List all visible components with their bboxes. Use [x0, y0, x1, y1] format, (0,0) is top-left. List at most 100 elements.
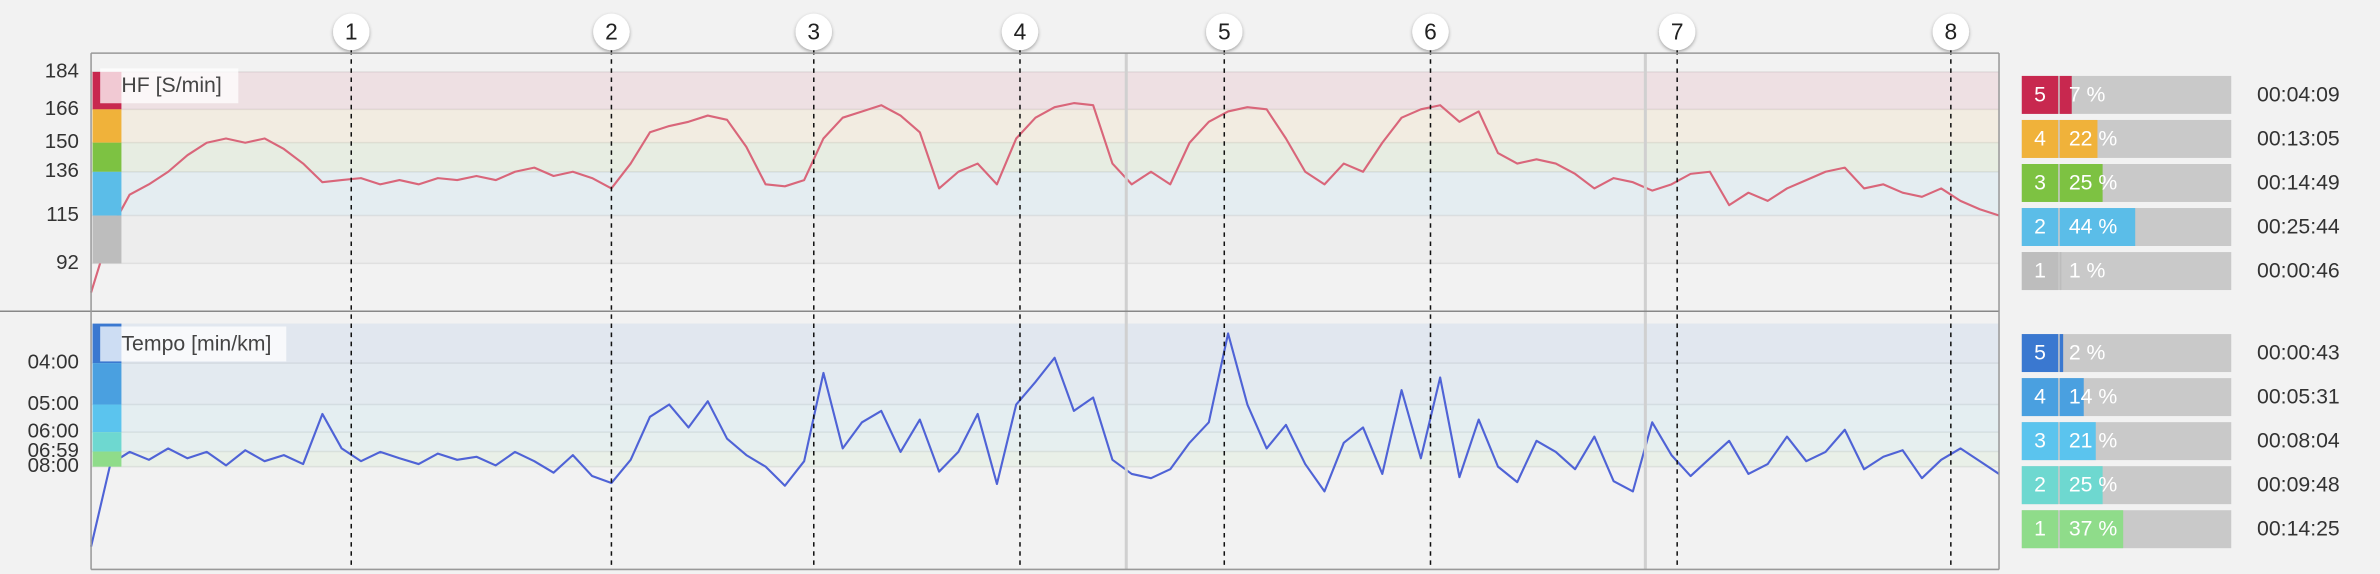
- lap-marker: [795, 13, 832, 51]
- lap-marker: [1001, 13, 1039, 51]
- lap-label: 6: [1424, 18, 1437, 44]
- zone-time: 00:00:43: [2257, 340, 2340, 364]
- zone-swatch: [92, 404, 122, 433]
- zone-number: 2: [2034, 473, 2046, 497]
- zone-number-box: [2021, 164, 2059, 202]
- zone-number-box: [2021, 208, 2059, 246]
- lap-marker: [1932, 13, 1970, 51]
- zone-band: [91, 109, 2000, 143]
- lap-marker: [333, 13, 370, 51]
- y-tick-label: 184: [45, 59, 79, 82]
- zone-swatch: [92, 363, 122, 405]
- zone-number: 5: [2034, 340, 2046, 364]
- zone-bar: [2059, 510, 2124, 549]
- zone-number: 2: [2034, 214, 2046, 238]
- zone-number: 1: [2034, 517, 2046, 541]
- zone-swatch: [92, 215, 122, 264]
- y-tick-label: 115: [46, 203, 79, 226]
- zone-bar: [2059, 252, 2062, 291]
- zone-number-box: [2021, 422, 2059, 461]
- zone-bar: [2059, 422, 2096, 461]
- y-tick-label: 166: [45, 97, 79, 120]
- zone-percent: 14 %: [2069, 384, 2118, 408]
- zone-swatch: [92, 171, 122, 216]
- zone-swatch: [92, 451, 122, 467]
- zone-bar: [2059, 119, 2098, 158]
- zone-percent: 2 %: [2069, 340, 2106, 364]
- zone-number-box: [2021, 510, 2059, 549]
- zone-number-box: [2021, 466, 2059, 505]
- zone-time: 00:08:04: [2257, 428, 2340, 452]
- series-label: HF [S/min]: [121, 73, 221, 97]
- zone-time: 00:14:25: [2257, 517, 2340, 541]
- zone-percent: 44 %: [2069, 214, 2118, 238]
- zone-number-box: [2021, 252, 2059, 291]
- zone-percent: 37 %: [2069, 517, 2118, 541]
- zone-number: 3: [2034, 170, 2046, 194]
- lap-label: 7: [1671, 18, 1684, 44]
- zone-number-box: [2021, 119, 2059, 158]
- lap-marker: [1412, 13, 1449, 51]
- zone-time: 00:00:46: [2257, 258, 2340, 282]
- lap-label: 8: [1945, 18, 1958, 44]
- zone-band: [91, 451, 2000, 467]
- series-label: Tempo [min/km]: [121, 331, 271, 355]
- y-tick-label: 150: [45, 130, 79, 153]
- zone-percent: 25 %: [2069, 170, 2118, 194]
- zone-time: 00:04:09: [2257, 82, 2340, 106]
- y-tick-label: 08:00: [28, 454, 79, 477]
- zone-time: 00:09:48: [2257, 473, 2340, 497]
- y-tick-label: 06:00: [28, 420, 79, 443]
- zone-percent: 21 %: [2069, 428, 2118, 452]
- zone-time: 00:05:31: [2257, 384, 2340, 408]
- zone-number: 1: [2034, 258, 2046, 282]
- zone-swatch: [92, 142, 122, 172]
- lap-marker: [1206, 13, 1243, 51]
- lap-label: 1: [345, 18, 358, 44]
- lap-label: 2: [605, 18, 618, 44]
- zone-number-box: [2021, 378, 2059, 417]
- zone-band: [91, 404, 2000, 433]
- lap-marker: [593, 13, 630, 51]
- zone-bar: [2059, 75, 2072, 114]
- zone-number: 4: [2034, 126, 2046, 150]
- zone-number-box: [2021, 334, 2059, 373]
- zone-number: 3: [2034, 428, 2046, 452]
- y-tick-label: 92: [56, 251, 79, 274]
- zone-swatch: [92, 109, 122, 143]
- series-line: [90, 332, 2000, 547]
- zone-bar: [2059, 466, 2103, 505]
- zone-bar: [2059, 334, 2064, 373]
- zone-percent: 25 %: [2069, 473, 2118, 497]
- y-tick-label: 04:00: [28, 350, 79, 373]
- zone-time: 00:25:44: [2257, 214, 2340, 238]
- y-tick-label: 05:00: [28, 392, 79, 415]
- zone-band: [91, 323, 2000, 364]
- zone-time: 00:13:05: [2257, 126, 2340, 150]
- zone-band: [91, 71, 2000, 110]
- zone-number-box: [2021, 75, 2059, 114]
- series-line: [90, 102, 2000, 293]
- zone-swatch: [92, 432, 122, 452]
- zone-bar: [2059, 208, 2136, 246]
- zone-bar: [2059, 164, 2103, 202]
- series-label-box: [100, 68, 239, 104]
- lap-marker: [1658, 13, 1696, 51]
- zone-percent: 22 %: [2069, 126, 2118, 150]
- zone-time: 00:14:49: [2257, 170, 2340, 194]
- y-tick-label: 136: [45, 159, 79, 182]
- zone-band: [91, 432, 2000, 452]
- series-label-box: [100, 326, 287, 362]
- zone-band: [91, 142, 2000, 172]
- lap-label: 4: [1014, 18, 1027, 44]
- lap-label: 5: [1218, 18, 1231, 44]
- zone-percent: 7 %: [2069, 82, 2106, 106]
- zone-percent: 1 %: [2069, 258, 2106, 282]
- lap-label: 3: [807, 18, 820, 44]
- plots: [90, 71, 2000, 547]
- zone-number: 5: [2034, 82, 2046, 106]
- zone-number: 4: [2034, 384, 2046, 408]
